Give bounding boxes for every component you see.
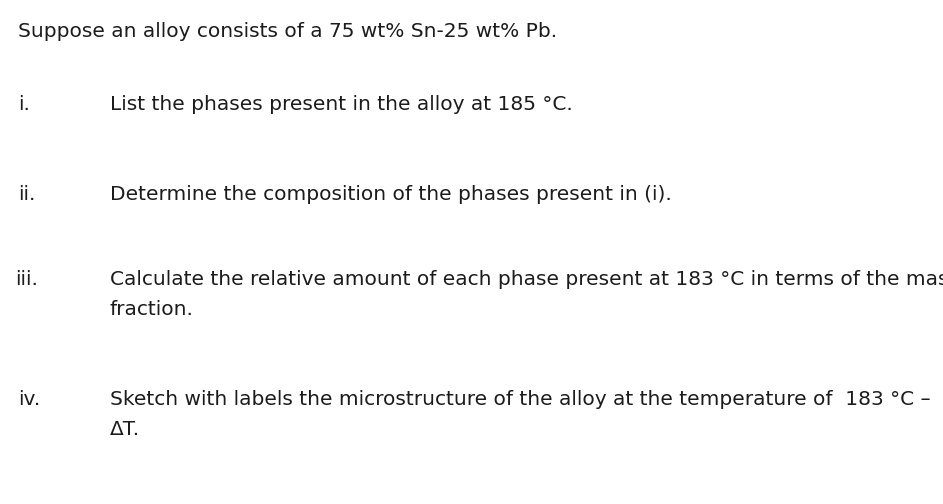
Text: Calculate the relative amount of each phase present at 183 °C in terms of the ma: Calculate the relative amount of each ph… bbox=[110, 270, 943, 289]
Text: Determine the composition of the phases present in (i).: Determine the composition of the phases … bbox=[110, 185, 671, 204]
Text: iv.: iv. bbox=[18, 390, 41, 409]
Text: Sketch with labels the microstructure of the alloy at the temperature of  183 °C: Sketch with labels the microstructure of… bbox=[110, 390, 931, 409]
Text: Suppose an alloy consists of a 75 wt% Sn-25 wt% Pb.: Suppose an alloy consists of a 75 wt% Sn… bbox=[18, 22, 557, 41]
Text: List the phases present in the alloy at 185 °C.: List the phases present in the alloy at … bbox=[110, 95, 572, 114]
Text: fraction.: fraction. bbox=[110, 300, 194, 319]
Text: i.: i. bbox=[18, 95, 30, 114]
Text: ii.: ii. bbox=[18, 185, 36, 204]
Text: iii.: iii. bbox=[15, 270, 38, 289]
Text: ΔT.: ΔT. bbox=[110, 420, 141, 439]
